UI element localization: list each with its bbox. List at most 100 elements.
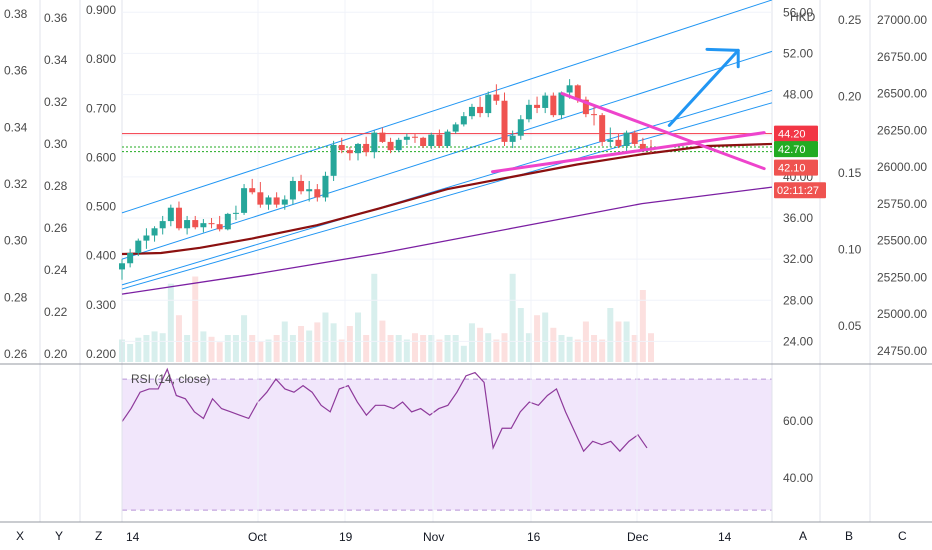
candle-body — [566, 85, 573, 93]
channel-line — [121, 102, 773, 290]
extra-scale-tick: 25750.00 — [877, 197, 927, 211]
left-scale-tick: 0.34 — [4, 120, 28, 134]
candle-body — [582, 99, 589, 115]
volume-bar — [631, 335, 638, 362]
volume-bar — [192, 276, 199, 362]
left-scale-tick: 0.26 — [4, 347, 28, 361]
extra-scale-tick: 24750.00 — [877, 344, 927, 358]
candle-body — [639, 143, 646, 150]
candle-body — [306, 189, 313, 192]
right-axis-tick: 56.00 — [783, 5, 813, 19]
volume-bar — [338, 339, 345, 362]
right-axis-tick: 52.00 — [783, 46, 813, 60]
candle-body — [208, 223, 215, 225]
x-tick: Dec — [627, 530, 648, 544]
left-scale-tick: 0.34 — [44, 53, 68, 67]
volume-bar — [208, 336, 215, 362]
extra-scale-tick: 0.20 — [838, 90, 862, 104]
volume-bar — [420, 335, 427, 362]
candle-body — [607, 139, 614, 142]
svg-text:X: X — [16, 529, 24, 543]
right-axis-tick: 28.00 — [783, 293, 813, 307]
drawings — [491, 47, 766, 174]
candle-body — [550, 95, 557, 116]
candles — [119, 79, 654, 280]
candle-body — [241, 188, 248, 213]
candle-body — [558, 92, 565, 116]
volume-bar — [346, 326, 353, 362]
candle-body — [509, 135, 516, 142]
volume-bar — [159, 333, 166, 362]
volume-bar — [468, 323, 475, 362]
volume-bar — [525, 333, 532, 362]
candle-body — [249, 188, 256, 193]
candle-body — [119, 263, 125, 270]
candle-body — [542, 95, 549, 108]
axis-buttons[interactable]: X Y Z A B C — [16, 529, 907, 543]
x-tick: Oct — [248, 530, 267, 544]
right-axis-tick: 48.00 — [783, 88, 813, 102]
volume-bar — [639, 290, 646, 362]
right-axis-tick: 32.00 — [783, 252, 813, 266]
candle-body — [363, 143, 370, 153]
volume-bar — [403, 339, 410, 362]
volume-bar — [534, 315, 541, 362]
candle-body — [395, 139, 402, 151]
volume-bar — [558, 335, 565, 362]
price-tag — [774, 125, 818, 142]
candle-body — [232, 212, 239, 214]
left-scale-tick: 0.28 — [44, 179, 68, 193]
candle-body — [298, 180, 305, 192]
rsi-pane — [121, 367, 772, 511]
candle-body — [493, 94, 500, 101]
volume-bar — [509, 273, 516, 362]
price-tags: 44.20 42.70 42.10 02:11:27 — [774, 125, 826, 199]
volume-bar — [330, 323, 337, 362]
left-scale-tick: 0.300 — [86, 298, 116, 312]
svg-text:C: C — [898, 529, 907, 543]
candle-body — [151, 228, 158, 236]
moving-average-line — [121, 142, 773, 256]
candle-body — [477, 106, 484, 114]
candle-body — [338, 144, 345, 151]
right-axis-tick: 24.00 — [783, 334, 813, 348]
candle-body — [224, 213, 231, 230]
extra-scale-tick: 27000.00 — [877, 13, 927, 27]
candle-body — [631, 132, 638, 144]
grid-and-axes: 56.0052.0048.0044.0040.0036.0032.0028.00… — [0, 0, 932, 523]
volume-bar — [428, 335, 435, 362]
volume-bar — [151, 331, 158, 362]
left-scale-tick: 0.32 — [4, 177, 28, 191]
candle-body — [175, 207, 182, 229]
left-scale-tick: 0.36 — [4, 64, 28, 78]
left-scale-tick: 0.900 — [86, 3, 116, 17]
price-tag — [774, 159, 818, 176]
arrow-head — [705, 47, 740, 69]
volume-bar — [460, 345, 467, 362]
volume-bar — [167, 283, 174, 362]
candle-body — [216, 224, 223, 230]
candle-body — [436, 134, 443, 146]
channel-line — [121, 89, 773, 286]
volume-bar — [436, 339, 443, 362]
x-tick: 19 — [339, 530, 353, 544]
x-tick: 16 — [527, 530, 541, 544]
volume-bar — [517, 308, 524, 362]
extra-scale-tick: 0.25 — [838, 13, 862, 27]
volume-bar — [241, 315, 248, 362]
candle-body — [355, 143, 362, 154]
left-scale-tick: 0.22 — [44, 305, 68, 319]
x-tick: 14 — [718, 530, 732, 544]
candle-body — [420, 137, 427, 146]
volume-bar — [395, 335, 402, 362]
volume-bar — [411, 333, 418, 362]
volume-bar — [485, 333, 492, 362]
volume-bar — [387, 335, 394, 362]
volume-bar — [542, 312, 549, 362]
candle-body — [200, 223, 207, 228]
candle-body — [330, 144, 337, 176]
extra-scale-tick: 0.15 — [838, 166, 862, 180]
volume-bar — [127, 344, 134, 362]
candle-body — [444, 131, 451, 146]
